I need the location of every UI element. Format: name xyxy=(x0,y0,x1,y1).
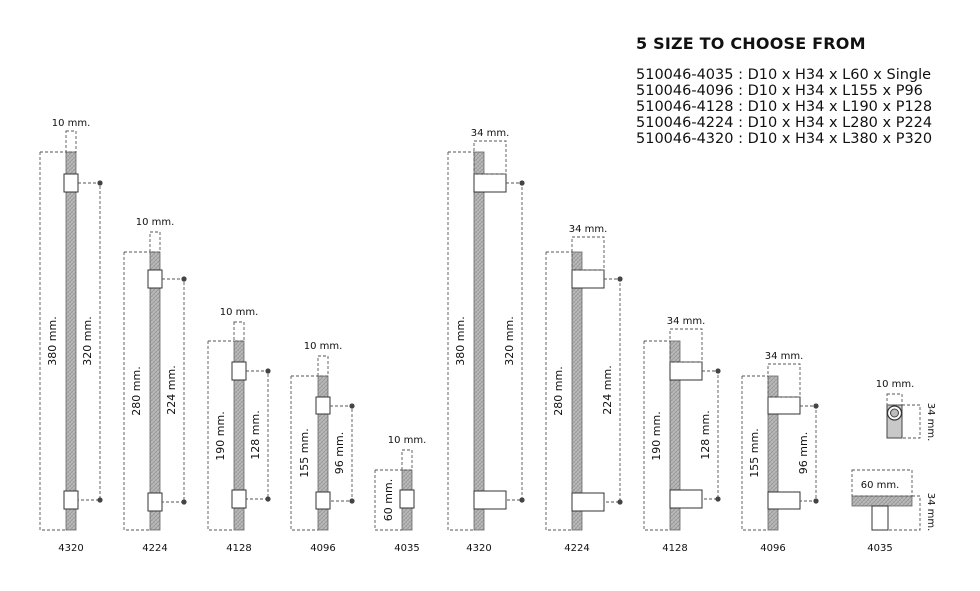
diameter-label: 10 mm. xyxy=(388,435,427,446)
front-view-4128: 10 mm. 190 mm. 128 mm. 4128 xyxy=(207,307,271,554)
pitch-label: 224 mm. xyxy=(601,365,614,414)
length-label: 155 mm. xyxy=(298,428,311,477)
front-view-4035: 10 mm. 60 mm. 4035 xyxy=(374,435,427,554)
diameter-label: 10 mm. xyxy=(220,307,259,318)
pitch-label: 128 mm. xyxy=(699,410,712,459)
bottom-length-label: 60 mm. xyxy=(861,480,900,491)
side-view-4224: 34 mm. 280 mm. 224 mm. 4224 xyxy=(545,224,623,554)
model-code: 4096 xyxy=(760,543,785,554)
length-label: 380 mm. xyxy=(454,316,467,365)
spec-line: 510046-4035 : D10 x H34 x L60 x Single xyxy=(636,67,932,83)
length-label: 60 mm. xyxy=(382,479,395,521)
side-view-4096: 34 mm. 155 mm. 96 mm. 4096 xyxy=(741,351,819,554)
pitch-label: 96 mm. xyxy=(333,432,346,474)
top-height-label: 34 mm. xyxy=(925,403,936,442)
pitch-label: 96 mm. xyxy=(797,432,810,474)
depth-label: 34 mm. xyxy=(765,351,804,362)
model-code: 4128 xyxy=(226,543,251,554)
length-label: 190 mm. xyxy=(214,411,227,460)
diameter-label: 10 mm. xyxy=(136,217,175,228)
model-code: 4035 xyxy=(394,543,419,554)
pitch-label: 320 mm. xyxy=(81,316,94,365)
model-code: 4035 xyxy=(867,543,892,554)
top-diameter-label: 10 mm. xyxy=(876,379,915,390)
model-code: 4096 xyxy=(310,543,335,554)
side-view-4128: 34 mm. 190 mm. 128 mm. 4128 xyxy=(643,316,721,554)
length-label: 190 mm. xyxy=(650,411,663,460)
pitch-label: 320 mm. xyxy=(503,316,516,365)
spec-line: 510046-4128 : D10 x H34 x L190 x P128 xyxy=(636,99,933,115)
side-view-4320: 34 mm. 380 mm. 320 mm. 4320 xyxy=(447,128,525,554)
length-label: 380 mm. xyxy=(46,316,59,365)
diameter-label: 10 mm. xyxy=(52,118,91,129)
spec-line: 510046-4320 : D10 x H34 x L380 x P320 xyxy=(636,131,933,147)
diameter-label: 10 mm. xyxy=(304,341,343,352)
model-code: 4128 xyxy=(662,543,687,554)
depth-label: 34 mm. xyxy=(569,224,608,235)
spec-line: 510046-4096 : D10 x H34 x L155 x P96 xyxy=(636,83,923,99)
front-view-4320: 10 mm. 380 mm. 320 mm. 4320 xyxy=(39,118,103,554)
length-label: 280 mm. xyxy=(130,366,143,415)
pitch-label: 128 mm. xyxy=(249,410,262,459)
front-view-4096: 10 mm. 155 mm. 96 mm. 4096 xyxy=(290,341,355,554)
depth-label: 34 mm. xyxy=(667,316,706,327)
model-code: 4320 xyxy=(466,543,491,554)
model-code: 4224 xyxy=(142,543,167,554)
single-knob-top-view: 10 mm. 34 mm. xyxy=(876,379,936,441)
pitch-label: 224 mm. xyxy=(165,365,178,414)
spec-line: 510046-4224 : D10 x H34 x L280 x P224 xyxy=(636,115,933,131)
length-label: 155 mm. xyxy=(748,428,761,477)
front-view-4224: 10 mm. 280 mm. 224 mm. 4224 xyxy=(123,217,187,554)
length-label: 280 mm. xyxy=(552,366,565,415)
single-knob-side-view: 60 mm. 34 mm. 4035 xyxy=(851,469,936,554)
model-code: 4224 xyxy=(564,543,589,554)
size-options-panel: 5 SIZE TO CHOOSE FROM 510046-4035 : D10 … xyxy=(636,34,976,147)
panel-title: 5 SIZE TO CHOOSE FROM xyxy=(636,34,866,53)
depth-label: 34 mm. xyxy=(471,128,510,139)
bottom-height-label: 34 mm. xyxy=(925,493,936,532)
model-code: 4320 xyxy=(58,543,83,554)
